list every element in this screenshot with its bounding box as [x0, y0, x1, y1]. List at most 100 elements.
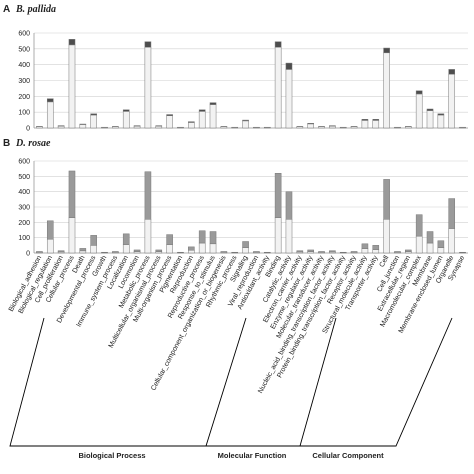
bar-segment [122, 233, 130, 245]
bar-segment [122, 109, 130, 112]
y-tick-label: 500 [18, 46, 30, 53]
bar-segment [68, 217, 76, 254]
bar-segment [242, 247, 249, 254]
bar-segment [46, 101, 54, 129]
bar-segment [68, 44, 76, 129]
y-tick-label: 600 [18, 31, 30, 38]
bar-segment [144, 219, 152, 254]
bar-segment [133, 249, 141, 252]
bar-segment [307, 123, 314, 125]
bar-segment [405, 249, 412, 252]
bar-segment [68, 170, 76, 218]
bar-segment [155, 249, 163, 252]
bar-segment [166, 114, 173, 116]
bar-segment [155, 125, 163, 129]
bar-segment [122, 111, 130, 129]
bar-segment [361, 119, 369, 121]
bar-segment [90, 114, 97, 129]
bar-segment [274, 47, 282, 129]
bar-segment [437, 113, 445, 116]
panel-subtitle: D. rosae [15, 138, 51, 149]
bar-segment [426, 242, 434, 254]
bar-segment [209, 243, 217, 254]
bar-segment [383, 47, 390, 54]
bar-segment [329, 125, 336, 129]
group-label: Molecular Function [218, 451, 287, 460]
bar-segment [188, 121, 195, 123]
bar-segment [361, 120, 369, 129]
bar-segment [448, 73, 456, 129]
bar-segment [166, 244, 173, 254]
bar-segment [372, 120, 380, 129]
bar-segment [285, 69, 293, 129]
bar-segment [415, 93, 423, 129]
bar-segment [285, 219, 293, 254]
bar-segment [383, 179, 390, 220]
bar-segment [383, 219, 390, 254]
y-tick-label: 200 [18, 220, 30, 227]
bar-segment [426, 110, 434, 129]
bar-segment [372, 249, 380, 254]
bar-segment [372, 119, 380, 121]
bar-segment [90, 235, 97, 246]
bracket [300, 317, 453, 447]
bar-segment [57, 250, 65, 253]
bar-segment [122, 244, 130, 254]
bar-segment [79, 124, 87, 129]
bar-segment [437, 114, 445, 129]
bar-segment [90, 245, 97, 254]
bar-segment [242, 119, 249, 122]
bar-segment [144, 41, 152, 48]
bar-segment [307, 123, 314, 129]
bar-segment [188, 122, 195, 129]
y-tick-label: 0 [26, 251, 30, 258]
bar-segment [350, 251, 358, 253]
bar-segment [144, 171, 152, 220]
bar-segment [394, 251, 401, 253]
bar-segment [448, 198, 456, 229]
bar-segment [415, 235, 423, 254]
panel-title: A [3, 4, 10, 15]
bar-segment [144, 47, 152, 129]
bar-segment [415, 90, 423, 95]
bar-segment [198, 230, 206, 244]
panel-subtitle: B. pallida [15, 4, 56, 15]
bar-segment [90, 113, 97, 116]
bar-segment [133, 125, 141, 129]
bar-segment [166, 234, 173, 245]
bar-segment [198, 111, 206, 129]
y-tick-label: 200 [18, 94, 30, 101]
bracket [9, 317, 247, 447]
bar-segment [307, 249, 314, 252]
bar-segment [253, 251, 260, 253]
bar-segment [46, 220, 54, 240]
bar-segment [285, 191, 293, 220]
bar-segment [46, 238, 54, 254]
y-tick-label: 100 [18, 110, 30, 117]
bar-segment [448, 69, 456, 75]
group-brackets [9, 317, 453, 447]
group-label: Biological Process [78, 451, 145, 460]
bar-segment [79, 248, 87, 252]
bar-segment [274, 173, 282, 218]
bar-segment [166, 115, 173, 129]
bar-segment [209, 104, 217, 129]
bar-segment [46, 98, 54, 103]
bar-segment [415, 214, 423, 237]
bar-segment [329, 250, 336, 253]
bar-segment [198, 242, 206, 254]
bar-segment [274, 41, 282, 48]
bar-segment [296, 250, 304, 253]
y-tick-label: 400 [18, 62, 30, 69]
bar-segment [448, 228, 456, 254]
y-tick-label: 0 [26, 126, 30, 133]
bar-segment [361, 243, 369, 249]
y-tick-label: 300 [18, 78, 30, 85]
bar-segment [188, 246, 195, 251]
bar-segment [112, 251, 119, 253]
y-tick-label: 300 [18, 205, 30, 212]
bar-segment [79, 250, 87, 254]
bar-segment [57, 125, 65, 129]
bar-segment [188, 249, 195, 254]
